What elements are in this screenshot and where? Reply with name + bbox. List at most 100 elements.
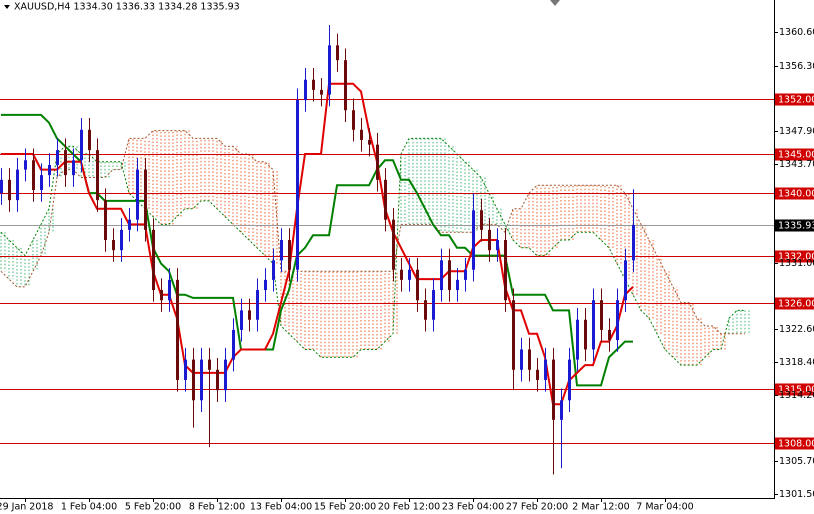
level-label: 1315.00 <box>778 385 814 396</box>
candle-body <box>32 160 35 190</box>
level-label-bg <box>775 250 814 263</box>
candle-body <box>568 359 571 401</box>
candle-body <box>248 310 251 320</box>
candle-body <box>552 359 555 420</box>
candle-body <box>184 359 187 380</box>
candle-body <box>304 79 307 101</box>
candle-body <box>152 229 155 291</box>
span-a-line <box>0 137 745 366</box>
axis-layer: 1352.00 1345.00 1340.00 1332.00 1326.00 1315.… <box>0 27 814 513</box>
candle-body <box>328 45 331 95</box>
candle-body <box>624 260 627 301</box>
candle-body <box>160 290 163 301</box>
candle-body <box>400 269 403 280</box>
candle-body <box>8 179 11 201</box>
candle-body <box>240 310 243 330</box>
y-tick-label: 1356.30 <box>779 61 814 72</box>
candle-body <box>80 129 83 161</box>
candle-body <box>64 150 67 176</box>
candle-body <box>88 129 91 151</box>
y-tick-label: 1318.40 <box>779 357 814 368</box>
x-tick-label: 5 Feb 20:00 <box>125 502 181 513</box>
candle-body <box>208 359 211 370</box>
x-tick-label: 29 Jan 2018 <box>0 502 53 513</box>
candle-body <box>448 260 451 291</box>
candle-layer <box>0 25 635 475</box>
candle-body <box>392 219 395 270</box>
candle-body <box>432 290 435 320</box>
candle-body <box>40 175 43 190</box>
candle-body <box>288 240 291 270</box>
candle-body <box>496 240 499 251</box>
candle-body <box>600 300 603 330</box>
x-tick-label: 23 Feb 04:00 <box>442 502 504 513</box>
level-label: 1308.00 <box>778 439 814 450</box>
x-tick-label: 7 Mar 04:00 <box>636 502 693 513</box>
y-tick-label: 1347.90 <box>779 126 814 137</box>
x-tick-label: 1 Feb 04:00 <box>61 502 117 513</box>
chart-title: XAUUSD,H4 1334.30 1336.33 1334.28 1335.9… <box>14 2 240 13</box>
candle-body <box>280 240 283 261</box>
candle-body <box>0 179 3 194</box>
x-tick-label: 13 Feb 04:00 <box>250 502 312 513</box>
candle-body <box>376 144 379 180</box>
candle-body <box>464 269 467 280</box>
candle-body <box>584 319 587 350</box>
span-b-line <box>0 130 745 335</box>
candle-body <box>312 79 315 90</box>
y-tick-label: 1314.20 <box>779 390 814 401</box>
x-tick-label: 20 Feb 12:00 <box>378 502 440 513</box>
candle-body <box>16 169 19 201</box>
candle-body <box>488 229 491 251</box>
x-tick-label: 2 Mar 12:00 <box>572 502 629 513</box>
y-tick-label: 1322.60 <box>779 324 814 335</box>
candle-body <box>352 110 355 130</box>
candle-body <box>384 179 387 220</box>
menu-arrow[interactable] <box>4 5 10 9</box>
candle-body <box>440 260 443 291</box>
y-tick-label: 1305.70 <box>779 456 814 467</box>
candle-body <box>96 150 99 201</box>
candle-body <box>216 369 219 391</box>
candle-body <box>480 210 483 230</box>
shift-marker <box>550 0 560 6</box>
candle-body <box>176 279 179 380</box>
y-tick-label: 1331.00 <box>779 258 814 269</box>
y-tick-label: 1301.50 <box>779 489 814 500</box>
candle-body <box>48 164 51 176</box>
candle-body <box>104 200 107 241</box>
y-tick-label: 1343.70 <box>779 159 814 170</box>
y-tick-label: 1360.60 <box>779 27 814 38</box>
candle-body <box>72 160 75 176</box>
candle-body <box>120 229 123 251</box>
candle-body <box>296 100 299 270</box>
candle-body <box>416 269 419 301</box>
candle-body <box>264 279 267 291</box>
last-price-bg <box>775 219 814 232</box>
level-label: 1352.00 <box>778 95 814 106</box>
candle-body <box>112 240 115 251</box>
candle-body <box>632 224 635 261</box>
candle-body <box>528 349 531 370</box>
x-tick-label: 8 Feb 12:00 <box>189 502 245 513</box>
candle-body <box>520 349 523 370</box>
candle-body <box>544 359 547 380</box>
candle-body <box>424 300 427 320</box>
level-label-bg <box>775 93 814 106</box>
candle-body <box>512 300 515 370</box>
candle-body <box>456 279 459 291</box>
candle-body <box>360 129 363 140</box>
candle-body <box>272 260 275 280</box>
candle-body <box>56 150 59 165</box>
candle-body <box>336 45 339 61</box>
level-label: 1332.00 <box>778 252 814 263</box>
candle-body <box>608 329 611 341</box>
candle-body <box>144 169 147 230</box>
candle-body <box>536 369 539 380</box>
candle-body <box>320 89 323 95</box>
last-price-label: 1335.93 <box>778 221 814 232</box>
candle-body <box>592 300 595 350</box>
level-label: 1345.00 <box>778 150 814 161</box>
